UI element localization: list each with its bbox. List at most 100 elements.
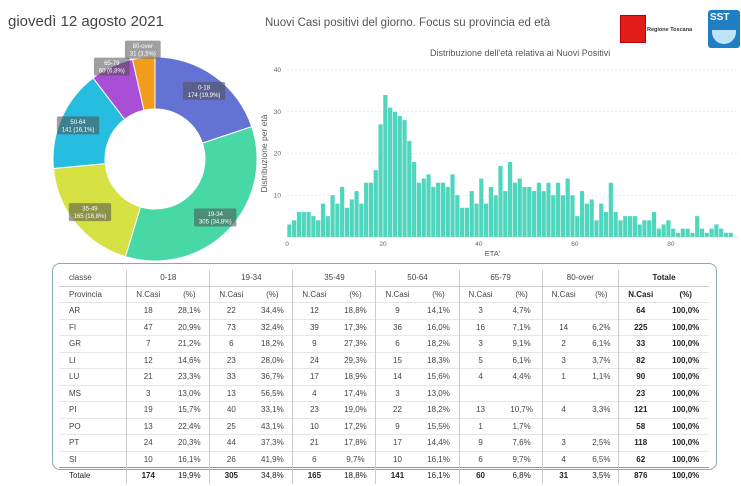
- province-cell: PO: [59, 417, 127, 435]
- table-cell: 4: [541, 401, 585, 418]
- table-cell: 24: [126, 434, 170, 451]
- table-cell: 100,0%: [662, 318, 709, 336]
- table-cell: 876: [618, 467, 663, 484]
- y-axis-label: Distribuzione per età: [259, 114, 269, 192]
- histogram-bar: [373, 170, 378, 237]
- histogram-bar: [493, 195, 498, 237]
- table-cell: 33: [209, 368, 253, 385]
- table-cell: 29,3%: [335, 351, 376, 369]
- histogram-bar: [412, 161, 417, 237]
- x-tick-label: 20: [379, 241, 387, 248]
- histogram-bar: [296, 211, 302, 237]
- table-cell: 82: [618, 351, 663, 369]
- table-cell: 23: [618, 384, 663, 402]
- histogram-bar: [388, 107, 393, 237]
- province-cell: SI: [59, 450, 127, 468]
- table-cell: 36,7%: [252, 368, 293, 385]
- table-cell: 17: [375, 434, 419, 451]
- histogram-bar: [627, 216, 633, 237]
- table-header-19-34: 19-34: [209, 270, 293, 287]
- table-cell: 16,1%: [169, 450, 210, 468]
- histogram-bar: [378, 124, 383, 237]
- pie-value-label: 141 (16,1%): [62, 127, 95, 133]
- table-cell: 3: [458, 335, 502, 352]
- pie-category-label: 0-18: [198, 85, 211, 91]
- table-cell: 58: [618, 417, 663, 435]
- pie-label-bg: [56, 116, 100, 135]
- table-cell: 3: [458, 302, 502, 319]
- table-cell: [584, 417, 619, 435]
- pie-label-bg: [182, 81, 226, 100]
- histogram-bar: [584, 203, 589, 237]
- table-cell: 56,5%: [252, 384, 293, 402]
- table-cell: 6: [375, 335, 419, 352]
- table-row: LI 12 14,6% 23 28,0% 24 29,3% 15 18,3% 5 6,1% 3 3,7%…: [59, 351, 709, 369]
- histogram-bar: [613, 211, 618, 237]
- table-cell: 41,9%: [252, 450, 293, 468]
- histogram-bar: [632, 216, 637, 237]
- province-age-table: classe 0-18 19-34 35-49 50-64 65-79 80-o…: [52, 263, 717, 484]
- table-cell: 10: [375, 450, 419, 468]
- pie-slice-label: 19-34 305 (34,8%): [194, 208, 237, 227]
- histogram-bar: [474, 203, 479, 237]
- table-cell: 6,8%: [501, 467, 543, 484]
- table-cell: 3,3%: [584, 401, 619, 418]
- table-cell: 12: [292, 302, 336, 319]
- y-tick-label: 40: [274, 67, 282, 74]
- pie-slice: [131, 56, 156, 111]
- table-cell: 7,1%: [501, 318, 543, 336]
- histogram-bar: [416, 182, 422, 237]
- histogram-bar: [340, 186, 345, 237]
- histogram-bar: [685, 228, 690, 237]
- y-tick-label: 30: [274, 109, 282, 116]
- table-cell: 1,7%: [501, 417, 543, 435]
- histogram-bar: [488, 186, 494, 237]
- table-cell: 14: [375, 368, 419, 385]
- histogram-bar: [368, 182, 374, 237]
- histogram-bar: [527, 186, 532, 237]
- table-row: PI 19 15,7% 40 33,1% 23 19,0% 22 18,2% 13 10,7% 4 3,…: [59, 401, 709, 418]
- histogram-bar: [690, 232, 695, 237]
- table-cell: 9: [375, 302, 419, 319]
- histogram-bar: [445, 186, 450, 237]
- table-cell: 121: [618, 401, 663, 418]
- table-header-totale: Totale: [618, 270, 709, 287]
- histogram-bar: [714, 224, 719, 237]
- table-cell: 17,8%: [335, 434, 376, 451]
- sst-label: SST: [710, 12, 730, 23]
- histogram-bar: [695, 216, 700, 237]
- histogram-bar: [320, 203, 326, 237]
- histogram-bar: [508, 161, 513, 237]
- x-tick-label: 60: [571, 241, 579, 248]
- histogram-bar: [651, 211, 657, 237]
- table-subheader-cell: (%): [595, 289, 608, 299]
- table-cell: 18,8%: [335, 467, 376, 484]
- table-cell: 10: [292, 417, 336, 435]
- histogram-bar: [618, 220, 623, 237]
- histogram-bar: [469, 191, 474, 237]
- province-cell: PT: [59, 434, 127, 451]
- histogram-bar: [349, 199, 354, 237]
- table-cell: 37,3%: [252, 434, 293, 451]
- table-cell: 18,8%: [335, 302, 376, 319]
- table-cell: 1: [458, 417, 502, 435]
- table-cell: 6: [458, 450, 502, 468]
- table-header-50-64: 50-64: [375, 270, 460, 287]
- histogram-bar: [354, 191, 359, 237]
- table-cell: 18,2%: [418, 401, 460, 418]
- histogram-bar: [560, 195, 565, 237]
- histogram-bar: [666, 220, 671, 237]
- table-cell: 3,7%: [584, 351, 619, 369]
- province-cell: AR: [59, 302, 127, 319]
- histogram-bar: [728, 232, 733, 237]
- table-cell: 13: [458, 401, 502, 418]
- histogram-bar: [292, 220, 297, 237]
- pie-value-label: 305 (34,8%): [199, 220, 232, 226]
- pie-slice: [154, 56, 253, 144]
- table-cell: 3: [126, 384, 170, 402]
- table-subheader-cell: (%): [432, 289, 445, 299]
- table-cell: 18,2%: [252, 335, 293, 352]
- pie-category-label: 65-79: [104, 61, 120, 67]
- table-cell: 14: [541, 318, 585, 336]
- table-cell: 100,0%: [662, 417, 709, 435]
